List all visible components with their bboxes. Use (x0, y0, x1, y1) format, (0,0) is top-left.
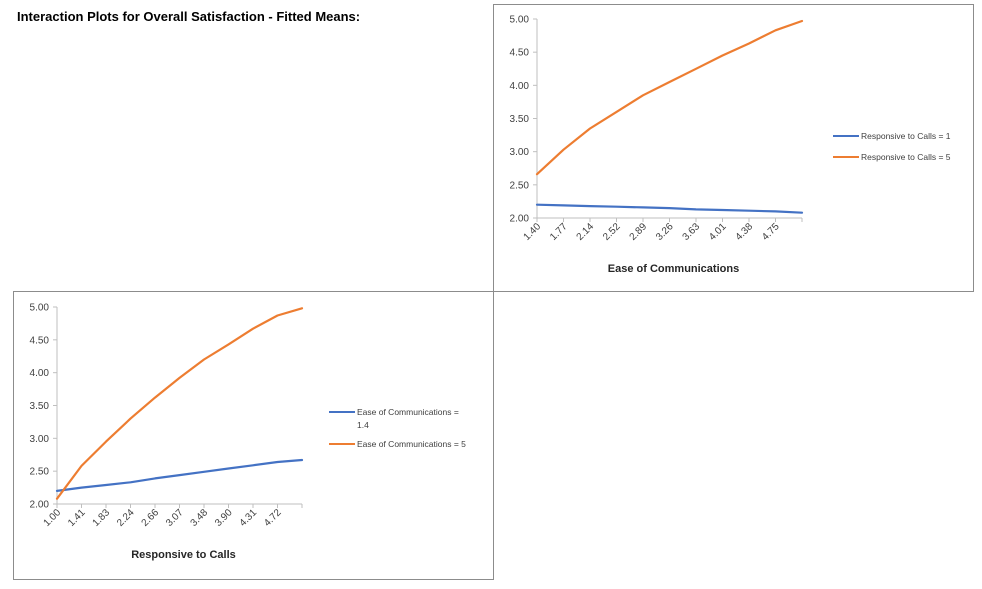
series-line-2 (535, 19, 804, 176)
x-tick-label: 4.72 (262, 507, 284, 529)
y-tick-label: 5.00 (30, 303, 50, 314)
x-tick-label: 4.01 (707, 221, 729, 243)
legend-label: Responsive to Calls = 5 (861, 152, 951, 162)
x-tick-label: 3.07 (164, 507, 186, 529)
x-tick-label: 2.52 (601, 221, 623, 243)
x-tick-label: 3.48 (189, 507, 211, 529)
series-line-2 (55, 307, 304, 500)
x-tick-label: 2.24 (115, 507, 137, 529)
y-tick-label: 4.50 (30, 335, 50, 346)
x-tick-label: 1.41 (66, 507, 88, 529)
y-tick-label: 4.00 (30, 368, 50, 379)
x-tick-label: 2.66 (140, 507, 162, 529)
series-line-1 (535, 203, 804, 214)
y-tick-label: 3.50 (30, 401, 50, 412)
legend-label: 1.4 (357, 420, 369, 430)
x-tick-label: 4.38 (734, 221, 756, 243)
y-tick-label: 3.00 (30, 434, 50, 445)
x-tick-label: 2.89 (628, 221, 650, 243)
x-tick-label: 1.83 (91, 507, 113, 529)
legend-label: Ease of Communications = 5 (357, 439, 466, 449)
x-tick-label: 2.14 (575, 221, 597, 243)
series-line-1 (55, 458, 304, 492)
y-tick-label: 2.00 (30, 500, 50, 511)
y-tick-label: 5.00 (510, 15, 530, 26)
y-tick-label: 3.00 (510, 147, 530, 158)
chart-ease-of-communications[interactable]: 2.00 2.50 3.00 3.50 4.00 4.50 5.00 1.40 1.77 2.14… (493, 4, 974, 292)
legend-label: Ease of Communications = (357, 407, 459, 417)
chart-svg: 2.002.503.003.504.004.505.001.40 1.77 2.14… (510, 15, 951, 276)
x-tick-label: 4.31 (238, 507, 260, 529)
chart-svg: 2.002.503.003.504.004.505.001.00 1.41 1.83… (30, 303, 467, 562)
x-axis-title: Ease of Communications (608, 263, 739, 275)
y-tick-label: 3.50 (510, 114, 530, 125)
x-tick-label: 3.26 (654, 221, 676, 243)
x-tick-label: 1.77 (548, 221, 570, 243)
x-tick-label: 3.63 (681, 221, 703, 243)
sheet-title: Interaction Plots for Overall Satisfacti… (17, 9, 361, 24)
y-tick-label: 2.50 (510, 180, 530, 191)
x-axis-title: Responsive to Calls (131, 549, 236, 561)
y-tick-label: 4.00 (510, 81, 530, 92)
y-tick-label: 4.50 (510, 48, 530, 59)
chart-responsive-to-calls[interactable]: 2.00 2.50 3.00 3.50 4.00 4.50 5.00 1.00 1.41 1.83… (13, 291, 494, 580)
y-tick-label: 2.50 (30, 467, 50, 478)
x-tick-label: 3.90 (213, 507, 235, 529)
x-tick-label: 4.75 (760, 221, 782, 243)
legend-label: Responsive to Calls = 1 (861, 131, 951, 141)
y-tick-label: 2.00 (510, 214, 530, 225)
